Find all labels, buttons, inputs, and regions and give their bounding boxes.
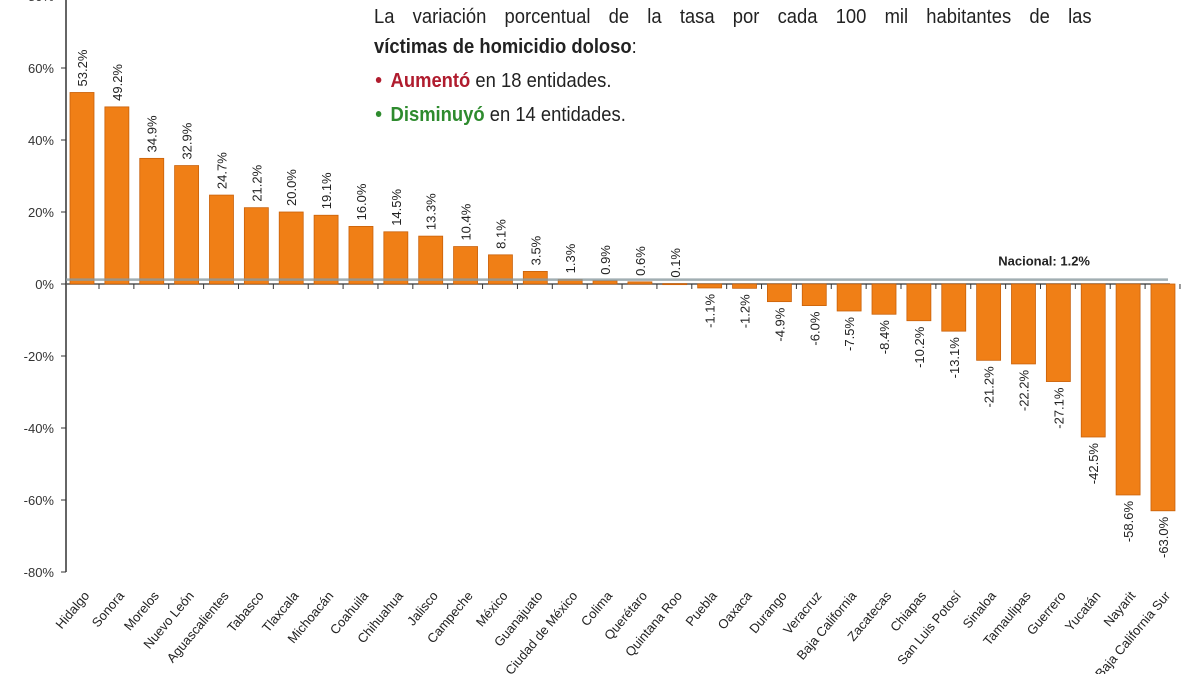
bullet-icon <box>375 111 382 117</box>
data-label: 13.3% <box>424 193 439 230</box>
bar <box>976 283 1002 361</box>
data-label: -7.5% <box>842 317 857 351</box>
bar <box>1115 283 1141 496</box>
data-label: 21.2% <box>249 164 264 201</box>
bar <box>662 283 688 286</box>
x-tick-label: Aguascalientes <box>164 588 232 666</box>
y-tick-label: -40% <box>24 421 55 436</box>
data-label: 14.5% <box>389 188 404 225</box>
decreased-text: en 14 entidades. <box>484 104 626 126</box>
bar <box>767 283 792 303</box>
x-tick-label: Yucatán <box>1062 588 1104 634</box>
bar <box>1150 283 1176 512</box>
data-label: -63.0% <box>1156 516 1171 558</box>
data-label: 19.1% <box>319 172 334 209</box>
y-tick-label: 80% <box>28 0 54 4</box>
decreased-keyword: Disminuyó <box>390 104 485 126</box>
data-label: 1.3% <box>563 243 578 273</box>
chart-note: La variación porcentual de la tasa por c… <box>374 2 1092 130</box>
y-tick-label: 20% <box>28 205 54 220</box>
bar <box>383 231 409 285</box>
note-item-increased: Aumentó en 18 entidades. <box>374 66 1092 96</box>
bar <box>732 283 757 289</box>
bullet-icon <box>375 77 382 83</box>
increased-text: en 18 entidades. <box>470 70 612 92</box>
data-label: 0.1% <box>668 248 683 278</box>
data-label: 34.9% <box>145 115 160 152</box>
data-label: -21.2% <box>982 366 997 408</box>
y-tick-label: 40% <box>28 133 54 148</box>
note-line2-rest: : <box>631 36 637 58</box>
data-label: -42.5% <box>1086 443 1101 485</box>
bar <box>941 283 967 332</box>
data-label: 3.5% <box>528 235 543 265</box>
data-label: -22.2% <box>1016 369 1031 411</box>
note-line2-bold: víctimas de homicidio doloso <box>374 36 632 58</box>
data-label: -13.1% <box>947 337 962 379</box>
data-label: 10.4% <box>459 203 474 240</box>
bar <box>243 207 269 285</box>
bar <box>104 106 130 285</box>
y-tick-label: -60% <box>24 493 55 508</box>
data-label: 32.9% <box>180 122 195 159</box>
bar <box>453 246 478 285</box>
bar <box>836 283 862 312</box>
increased-keyword: Aumentó <box>390 70 471 92</box>
bar <box>1080 283 1106 438</box>
bar <box>801 283 827 307</box>
x-tick-label: Hidalgo <box>52 588 92 631</box>
x-tick-label: Tabasco <box>224 588 267 635</box>
data-label: -58.6% <box>1121 501 1136 543</box>
bar <box>522 270 548 285</box>
bar <box>313 214 339 285</box>
bar <box>1045 283 1071 382</box>
data-label: 16.0% <box>354 183 369 220</box>
data-label: -6.0% <box>807 311 822 345</box>
data-label: -10.2% <box>912 326 927 368</box>
data-label: 0.9% <box>598 245 613 275</box>
bar <box>1011 283 1036 365</box>
data-label: -27.1% <box>1051 387 1066 429</box>
note-item-decreased: Disminuyó en 14 entidades. <box>374 100 1092 130</box>
bar <box>906 283 932 322</box>
x-tick-label: San Luis Potosí <box>894 588 964 668</box>
data-label: -4.9% <box>772 307 787 341</box>
bar <box>69 92 95 285</box>
bar <box>139 157 165 285</box>
data-label: -1.2% <box>738 294 753 328</box>
data-label: -1.1% <box>703 294 718 328</box>
data-label: 0.6% <box>633 246 648 276</box>
y-tick-label: -80% <box>24 565 55 580</box>
data-label: 53.2% <box>75 49 90 86</box>
note-line1: La variación porcentual de la tasa por c… <box>374 6 1092 28</box>
bar <box>174 165 200 285</box>
data-label: 49.2% <box>110 64 125 101</box>
bar <box>871 283 897 315</box>
y-tick-label: 60% <box>28 61 54 76</box>
y-tick-label: -20% <box>24 349 55 364</box>
data-label: 8.1% <box>493 219 508 249</box>
bar <box>209 194 234 285</box>
data-label: 20.0% <box>284 169 299 206</box>
bar <box>418 235 444 285</box>
bar <box>627 281 653 285</box>
bar <box>697 283 723 289</box>
bar <box>348 225 374 285</box>
data-label: -8.4% <box>877 320 892 354</box>
bar <box>592 280 618 285</box>
data-label: 24.7% <box>214 152 229 189</box>
bar <box>278 211 304 285</box>
national-reference-label: Nacional: 1.2% <box>998 254 1090 269</box>
y-tick-label: 0% <box>35 277 54 292</box>
